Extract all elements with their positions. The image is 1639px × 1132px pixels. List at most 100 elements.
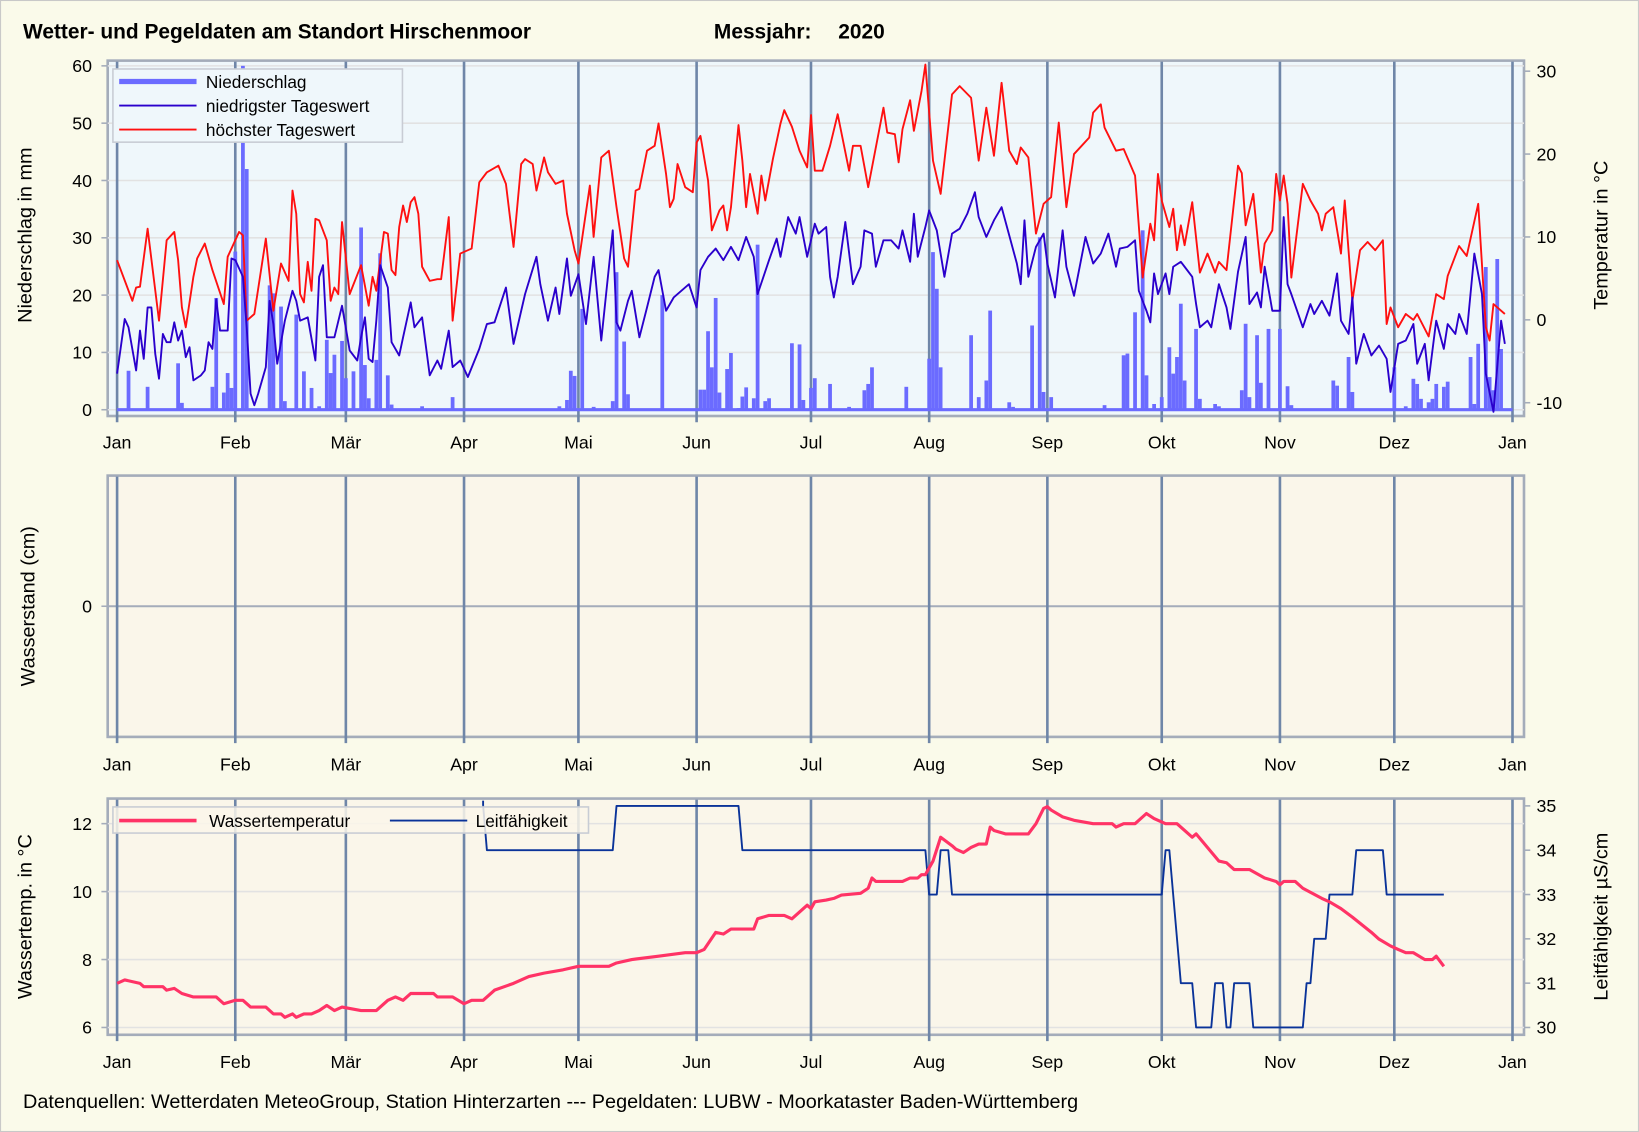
precip-bar — [702, 389, 707, 410]
y2-tick-label: 30 — [1537, 61, 1557, 81]
precip-bar — [324, 339, 329, 410]
x-tick-label: Feb — [220, 432, 251, 452]
precip-bar — [767, 398, 771, 410]
precip-bar — [797, 344, 802, 410]
precip-bar — [736, 408, 741, 410]
precip-bar — [1415, 383, 1420, 410]
precip-bar — [1133, 312, 1137, 410]
panel-3: 6 8 10 12 30 31 32 33 34 35 Jan Feb Mär Apr Mai Jun Jul A… — [14, 796, 1612, 1072]
x-tick-label: Mär — [331, 432, 362, 452]
precip-bar — [1030, 325, 1034, 410]
precip-bar — [1011, 406, 1015, 410]
footer-sources: Datenquellen: Wetterdaten MeteoGroup, St… — [23, 1091, 1078, 1113]
precip-bar — [1278, 328, 1282, 410]
y2-tick-label: -10 — [1537, 393, 1563, 413]
precip-bar — [126, 370, 131, 410]
precip-bar — [969, 335, 973, 410]
year-label: Messjahr: — [714, 21, 812, 44]
conductivity-line — [482, 804, 1444, 1029]
y-axis-title: Niederschlag in mm — [14, 148, 36, 323]
precip-bar — [343, 378, 348, 410]
precip-bar — [717, 392, 722, 410]
precip-bar — [751, 398, 756, 410]
x-tick-label: Feb — [220, 754, 251, 774]
precip-bar — [1491, 390, 1496, 410]
precip-bar — [1445, 381, 1450, 410]
y2-tick-label: 20 — [1537, 144, 1557, 164]
y2-tick-label: 35 — [1537, 796, 1557, 816]
precip-bar — [279, 306, 283, 410]
precip-bar — [180, 402, 184, 410]
y2-axis-title: Temperatur in °C — [1591, 161, 1613, 310]
precip-bar — [927, 358, 932, 410]
precip-bar — [984, 380, 989, 410]
x-tick-label: Dez — [1379, 432, 1411, 452]
precip-bar — [866, 383, 871, 410]
precip-bar — [709, 367, 714, 410]
precip-bar — [1468, 357, 1473, 410]
precip-bar — [244, 169, 249, 410]
y2-tick-label: 31 — [1537, 973, 1557, 993]
precip-bar — [1194, 328, 1198, 410]
y-tick-label: 40 — [72, 171, 92, 191]
precip-bar — [1441, 386, 1446, 410]
tmin-line — [116, 191, 1506, 413]
precip-bar — [725, 369, 729, 410]
x-tick-label: Feb — [220, 1052, 251, 1072]
precip-bar — [1495, 258, 1500, 410]
x-tick-label: Dez — [1379, 1052, 1411, 1072]
precip-bar — [591, 406, 596, 410]
precip-bar — [744, 387, 749, 410]
x-tick-label: Mär — [331, 754, 362, 774]
precip-bar — [1175, 357, 1179, 410]
precip-bar — [1121, 355, 1126, 410]
x-tick-label: Apr — [450, 1052, 478, 1072]
precip-bar — [557, 406, 562, 410]
precip-bar — [1289, 405, 1294, 410]
y-tick-label: 6 — [82, 1018, 92, 1038]
precip-bar — [1331, 380, 1336, 410]
precip-bar — [1152, 404, 1156, 410]
precip-bar — [1041, 391, 1046, 410]
x-tick-label: Jun — [682, 432, 711, 452]
precip-bar — [1140, 230, 1145, 410]
precip-bar — [729, 352, 733, 410]
precip-bar — [934, 288, 939, 410]
precip-bar — [572, 375, 577, 410]
y-tick-label: 12 — [72, 814, 92, 834]
precip-bar — [328, 373, 333, 410]
x-tick-label: Jun — [682, 754, 711, 774]
precip-bar — [931, 252, 935, 410]
precip-bar — [317, 406, 322, 410]
precip-bar — [938, 367, 943, 410]
precip-bar — [1266, 328, 1271, 410]
precip-bar — [1476, 343, 1481, 410]
precip-bar — [870, 367, 874, 410]
precip-bar — [225, 373, 230, 410]
precip-bar — [1007, 402, 1012, 410]
precip-bar — [610, 401, 615, 410]
precip-bar — [740, 396, 745, 410]
precip-bar — [660, 295, 665, 410]
x-tick-label: Aug — [913, 754, 945, 774]
precip-bar — [1499, 348, 1503, 410]
precip-bar — [1411, 378, 1416, 410]
precip-bar — [1037, 237, 1042, 410]
precip-bar — [847, 406, 851, 410]
precip-bar — [214, 297, 219, 410]
x-tick-label: Jul — [800, 1052, 823, 1072]
x-tick-label: Mär — [331, 1052, 362, 1072]
precip-bar — [1178, 303, 1183, 410]
precip-bar — [1472, 404, 1477, 410]
precip-bar — [1434, 383, 1439, 410]
y2-tick-label: 0 — [1537, 310, 1547, 330]
precip-bar — [1255, 335, 1259, 410]
x-tick-label: Jan — [1498, 754, 1527, 774]
y2-tick-label: 34 — [1537, 840, 1557, 860]
precip-bar — [713, 297, 718, 410]
precip-bar — [1144, 375, 1149, 410]
y-tick-label: 10 — [72, 882, 92, 902]
precip-bar — [976, 397, 981, 410]
precip-bar — [812, 378, 817, 410]
precip-bar — [145, 386, 150, 410]
